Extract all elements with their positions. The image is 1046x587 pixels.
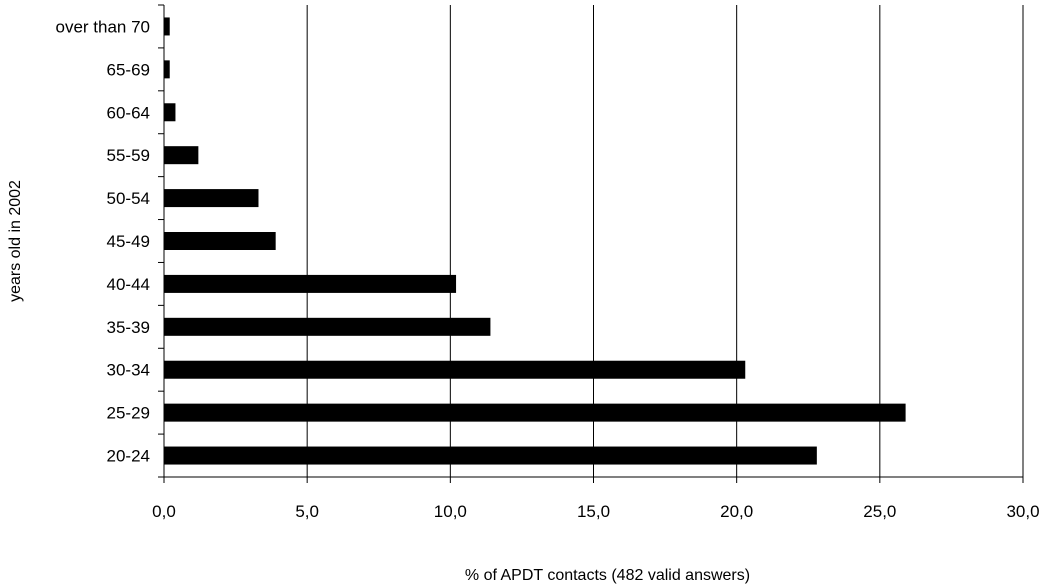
bar [164,60,170,79]
bar [164,103,176,122]
y-tick-label: 25-29 [107,404,150,423]
bar [164,403,906,422]
bars [164,17,906,465]
bar [164,446,817,465]
x-tick-label: 0,0 [152,502,176,521]
x-tick-label: 10,0 [434,502,467,521]
axes [158,4,1024,483]
y-tick-label: 20-24 [107,447,150,466]
y-axis-title: years old in 2002 [7,180,24,302]
tick-labels: 0,0 5,0 10,0 15,0 20,0 25,0 30,0 20-24 25-29 30-3… [55,17,1039,521]
y-tick-label: 40-44 [107,275,150,294]
x-axis-title: % of APDT contacts (482 valid answers) [465,567,750,584]
bar [164,17,170,36]
y-tick-label: 30-34 [107,361,150,380]
x-tick-label: 25,0 [863,502,896,521]
x-tick-label: 15,0 [577,502,610,521]
bar [164,274,457,293]
y-tick-label: 60-64 [107,103,150,122]
x-tick-label: 20,0 [720,502,753,521]
bar [164,146,199,165]
y-tick-label: 50-54 [107,189,150,208]
y-tick-label: over than 70 [55,17,150,36]
bar [164,360,746,379]
y-tick-label: 35-39 [107,318,150,337]
bar [164,317,491,336]
x-tick-label: 5,0 [295,502,319,521]
y-tick-label: 45-49 [107,232,150,251]
x-tick-label: 30,0 [1006,502,1039,521]
y-tick-label: 55-59 [107,146,150,165]
gridlines [306,5,1024,477]
bar [164,232,276,250]
bar [164,189,259,208]
y-tick-label: 65-69 [107,60,150,79]
